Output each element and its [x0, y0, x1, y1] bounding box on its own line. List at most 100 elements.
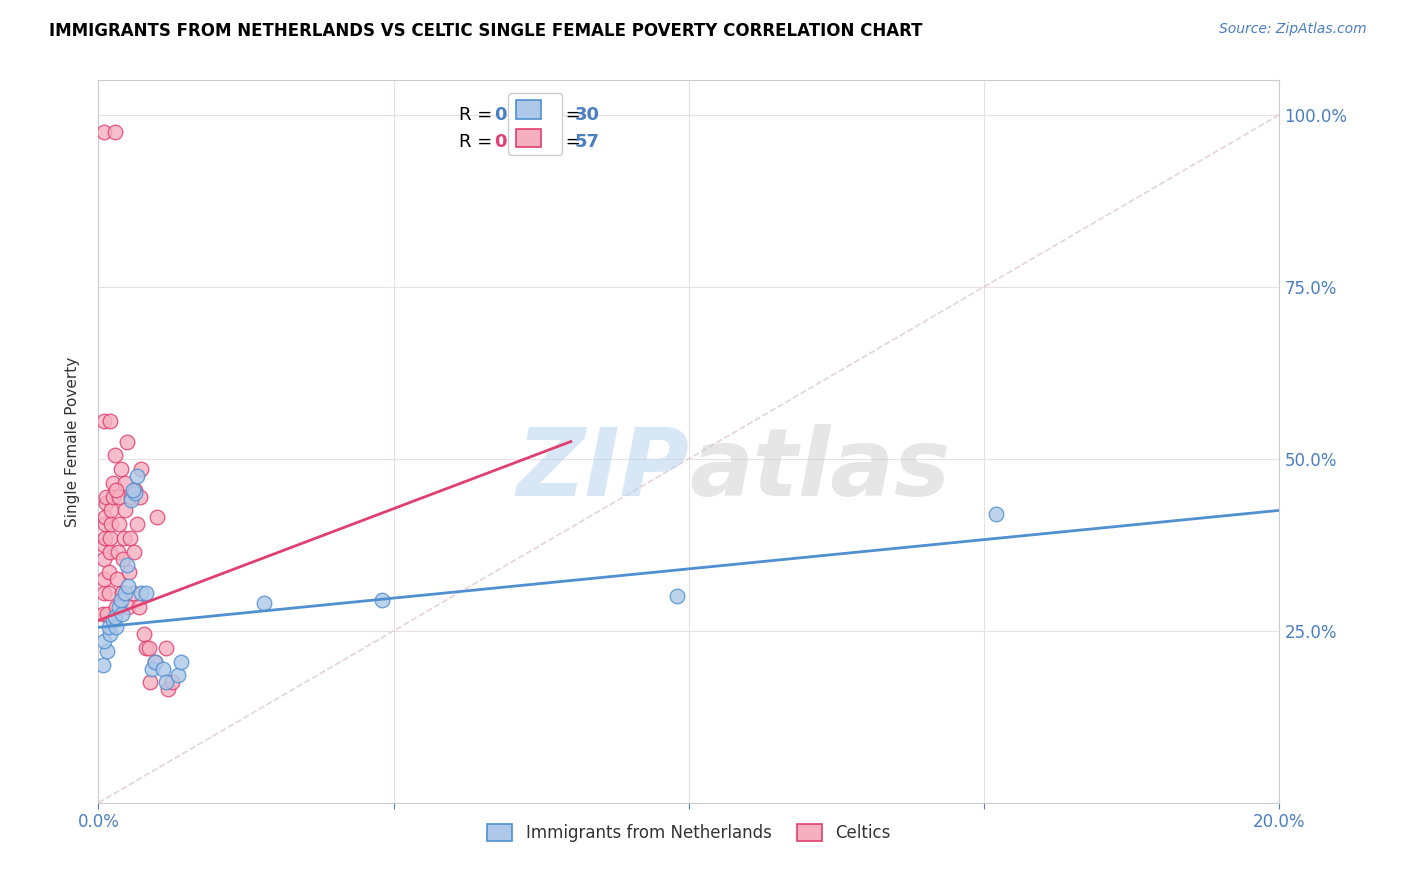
Point [93, 538, 115, 552]
Text: R =: R = [458, 133, 498, 151]
Point [93, 586, 115, 600]
Point [104, 610, 127, 624]
Point [103, 475, 125, 490]
Point [94, 496, 117, 510]
Point [666, 590, 689, 604]
Point [157, 682, 180, 697]
Point [138, 640, 160, 655]
Point [98, 531, 121, 545]
Point [96, 644, 118, 658]
Point [125, 469, 148, 483]
Point [253, 596, 276, 610]
Text: IMMIGRANTS FROM NETHERLANDS VS CELTIC SINGLE FEMALE POVERTY CORRELATION CHART: IMMIGRANTS FROM NETHERLANDS VS CELTIC SI… [49, 22, 922, 40]
Point [108, 599, 131, 614]
Point [121, 483, 143, 497]
Text: N =: N = [536, 106, 586, 124]
Point [94, 517, 117, 532]
Point [112, 551, 135, 566]
Point [121, 586, 143, 600]
Point [124, 483, 146, 497]
Point [141, 662, 163, 676]
Point [105, 572, 128, 586]
Point [111, 607, 134, 621]
Point [115, 558, 138, 573]
Point [93, 414, 115, 428]
Point [371, 592, 394, 607]
Point [128, 490, 150, 504]
Text: ZIP: ZIP [516, 425, 689, 516]
Point [93, 572, 115, 586]
Point [91, 658, 114, 673]
Point [100, 517, 122, 532]
Point [103, 614, 125, 628]
Point [120, 490, 142, 504]
Text: 30: 30 [575, 106, 599, 124]
Point [94, 531, 117, 545]
Point [98, 586, 121, 600]
Text: Source: ZipAtlas.com: Source: ZipAtlas.com [1219, 22, 1367, 37]
Point [162, 675, 183, 690]
Point [117, 599, 139, 614]
Text: 0.151: 0.151 [494, 106, 551, 124]
Text: atlas: atlas [689, 425, 950, 516]
Point [98, 544, 121, 558]
Point [114, 475, 136, 490]
Point [105, 599, 128, 614]
Point [108, 490, 131, 504]
Text: 0.360: 0.360 [494, 133, 551, 151]
Point [93, 634, 115, 648]
Point [120, 493, 142, 508]
Point [114, 503, 136, 517]
Point [98, 414, 121, 428]
Point [98, 627, 121, 641]
Point [96, 607, 118, 621]
Point [139, 675, 162, 690]
Point [135, 640, 157, 655]
Point [118, 566, 141, 580]
Text: R =: R = [458, 106, 498, 124]
Point [104, 125, 127, 139]
Point [100, 503, 122, 517]
Text: 57: 57 [575, 133, 599, 151]
Point [108, 517, 131, 532]
Legend: Immigrants from Netherlands, Celtics: Immigrants from Netherlands, Celtics [481, 817, 897, 848]
Point [115, 434, 138, 449]
Point [143, 655, 166, 669]
Point [110, 462, 132, 476]
Point [155, 640, 177, 655]
Point [128, 599, 150, 614]
Point [98, 566, 121, 580]
Point [129, 586, 152, 600]
Point [112, 531, 135, 545]
Point [94, 510, 117, 524]
Point [117, 579, 139, 593]
Point [134, 627, 156, 641]
Y-axis label: Single Female Poverty: Single Female Poverty [65, 357, 80, 526]
Point [129, 462, 152, 476]
Point [110, 592, 132, 607]
Point [94, 490, 117, 504]
Point [105, 620, 128, 634]
Point [105, 483, 128, 497]
Point [107, 544, 129, 558]
Point [152, 662, 174, 676]
Point [167, 668, 190, 682]
Point [984, 507, 1007, 521]
Point [93, 125, 115, 139]
Point [146, 510, 169, 524]
Point [170, 655, 193, 669]
Point [135, 586, 157, 600]
Point [104, 448, 127, 462]
Point [125, 517, 148, 532]
Point [98, 620, 121, 634]
Point [118, 531, 141, 545]
Point [93, 551, 115, 566]
Point [114, 586, 136, 600]
Point [103, 490, 125, 504]
Text: N =: N = [536, 133, 586, 151]
Point [124, 486, 146, 500]
Point [122, 544, 145, 558]
Point [91, 607, 114, 621]
Point [155, 675, 177, 690]
Point [143, 655, 166, 669]
